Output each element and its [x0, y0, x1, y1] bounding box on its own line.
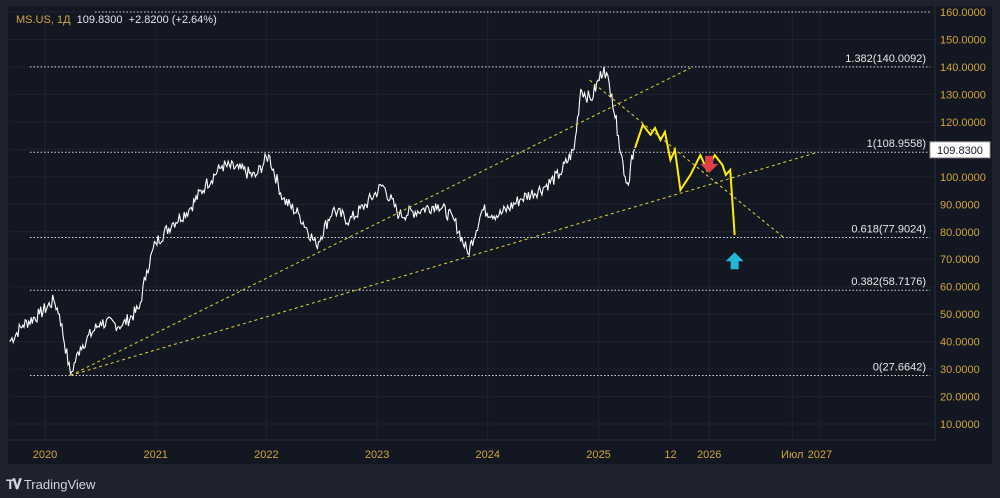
- x-tick-label: 2025: [586, 449, 610, 461]
- tradingview-logo[interactable]: T𝐕 TradingView: [6, 476, 95, 493]
- y-tick-label: 30.0000: [940, 364, 980, 376]
- fib-level-label: 0.382(58.7176): [851, 276, 926, 288]
- legend-price: 109.8300: [76, 14, 123, 26]
- chart-legend: MS.US, 1Д 109.8300 +2.8200 (+2.64%): [16, 14, 217, 26]
- fib-level-label: 0(27.6642): [873, 362, 926, 374]
- legend-change: +2.8200 (+2.64%): [128, 14, 217, 26]
- current-price-label: 109.8300: [937, 145, 983, 157]
- x-tick-label: 12: [664, 449, 676, 461]
- chart-pane[interactable]: [8, 6, 992, 464]
- fib-level-label: 1(108.9558): [867, 138, 926, 150]
- y-tick-label: 80.0000: [940, 227, 980, 239]
- x-tick-label: Июл: [781, 449, 803, 461]
- down-arrow-icon: [700, 155, 719, 173]
- x-tick-label: 2023: [365, 449, 389, 461]
- y-tick-label: 90.0000: [940, 199, 980, 211]
- price-line: [9, 66, 636, 375]
- y-tick-label: 10.0000: [940, 419, 980, 431]
- x-tick-label: 2020: [33, 449, 57, 461]
- y-tick-label: 140.0000: [940, 62, 986, 74]
- trendline: [589, 79, 785, 239]
- legend-symbol[interactable]: MS.US, 1Д: [16, 14, 71, 26]
- brand-name: TradingView: [23, 477, 96, 492]
- x-tick-label: 2026: [697, 449, 721, 461]
- fib-level-label: 1.382(140.0092): [845, 53, 926, 65]
- up-arrow-icon: [725, 252, 744, 270]
- y-tick-label: 20.0000: [940, 392, 980, 404]
- y-tick-label: 70.0000: [940, 254, 980, 266]
- y-tick-label: 160.0000: [940, 7, 986, 19]
- y-tick-label: 40.0000: [940, 337, 980, 349]
- x-tick-label: 2027: [808, 449, 832, 461]
- x-tick-label: 2022: [254, 449, 278, 461]
- projection-line: [634, 122, 736, 236]
- current-price-badge: [929, 141, 991, 159]
- fib-level-label: 0.618(77.9024): [851, 224, 926, 236]
- y-tick-label: 100.0000: [940, 172, 986, 184]
- y-tick-label: 150.0000: [940, 34, 986, 46]
- x-tick-label: 2021: [143, 449, 167, 461]
- y-tick-label: 120.0000: [940, 117, 986, 129]
- y-tick-label: 130.0000: [940, 89, 986, 101]
- tv-logo-icon: T𝐕: [6, 476, 22, 492]
- trendline: [70, 67, 691, 376]
- y-tick-label: 50.0000: [940, 309, 980, 321]
- y-tick-label: 60.0000: [940, 282, 980, 294]
- x-tick-label: 2024: [476, 449, 500, 461]
